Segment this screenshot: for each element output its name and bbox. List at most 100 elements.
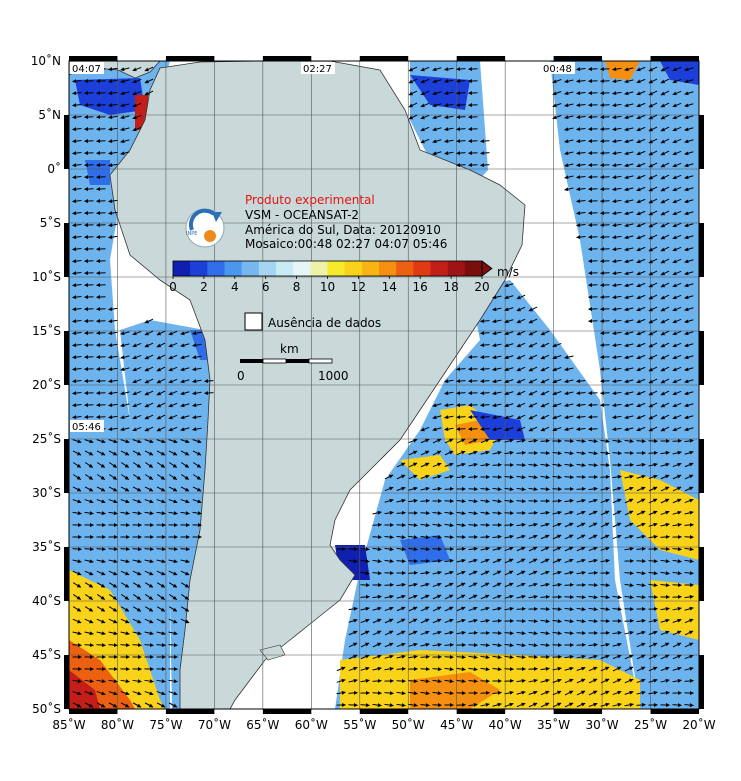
wind-arrow: [672, 114, 682, 120]
wind-arrow: [144, 66, 154, 72]
frame-tick: [262, 709, 312, 714]
wind-arrow: [648, 498, 658, 504]
wind-arrow: [684, 151, 694, 156]
wind-arrow: [468, 558, 478, 563]
wind-arrow: [132, 426, 142, 432]
frame-tick: [553, 56, 603, 61]
wind-arrow: [420, 78, 430, 84]
wind-arrow: [108, 367, 118, 372]
wind-arrow: [108, 511, 118, 516]
wind-arrow: [156, 450, 166, 456]
wind-arrow: [672, 438, 682, 443]
wind-arrow: [84, 223, 94, 228]
wind-arrow: [456, 139, 466, 144]
wind-arrow: [84, 127, 94, 132]
wind-arrow: [648, 522, 658, 527]
wind-arrow: [660, 234, 670, 240]
wind-arrow: [132, 414, 142, 420]
wind-arrow: [672, 378, 682, 384]
wind-arrow: [108, 499, 118, 504]
wind-arrow: [132, 511, 142, 516]
wind-arrow: [108, 163, 118, 168]
wind-arrow: [684, 235, 694, 240]
wind-arrow: [72, 559, 82, 564]
wind-arrow: [540, 438, 550, 443]
wind-arrow: [576, 558, 586, 563]
wind-arrow: [552, 475, 562, 480]
wind-arrow: [408, 547, 418, 552]
wind-arrow: [648, 402, 658, 408]
wind-arrow: [564, 103, 574, 108]
wind-arrow: [144, 474, 154, 480]
wind-arrow: [612, 247, 622, 252]
wind-arrow: [600, 235, 610, 240]
wind-arrow: [684, 163, 694, 168]
colorbar-tick-label: 10: [320, 280, 335, 294]
wind-arrow: [456, 103, 466, 108]
wind-arrow: [684, 343, 694, 348]
wind-arrow: [516, 487, 526, 492]
wind-arrow: [132, 570, 142, 576]
scale-start: 0: [237, 369, 245, 383]
wind-arrow: [624, 187, 634, 192]
wind-arrow: [480, 391, 490, 396]
wind-arrow: [144, 547, 154, 552]
wind-arrow: [444, 438, 454, 444]
wind-arrow: [660, 102, 670, 108]
wind-arrow: [84, 474, 94, 480]
wind-arrow: [600, 187, 610, 192]
wind-arrow: [84, 559, 94, 564]
wind-arrow: [420, 114, 430, 120]
wind-arrow: [84, 175, 94, 180]
wind-arrow: [144, 354, 154, 360]
wind-arrow: [636, 522, 646, 528]
wind-arrow: [432, 115, 442, 120]
wind-arrow: [180, 379, 190, 384]
wind-arrow: [564, 379, 574, 384]
wind-arrow: [180, 343, 190, 348]
colorbar-swatch: [361, 261, 380, 276]
wind-arrow: [540, 558, 550, 564]
wind-arrow: [420, 450, 430, 456]
wind-arrow: [636, 126, 646, 132]
wind-arrow: [624, 283, 634, 288]
wind-arrow: [432, 91, 442, 96]
lon-label: 80˚W: [101, 717, 134, 732]
wind-arrow: [156, 426, 166, 432]
wind-arrow: [432, 558, 442, 563]
wind-arrow: [624, 355, 634, 360]
wind-arrow: [648, 126, 658, 132]
wind-arrow: [192, 355, 202, 360]
wind-arrow: [660, 282, 670, 288]
wind-arrow: [624, 199, 634, 204]
wind-arrow: [384, 535, 394, 540]
wind-arrow: [456, 415, 466, 420]
wind-arrow: [624, 247, 634, 252]
wind-arrow: [528, 438, 538, 443]
wind-arrow: [684, 79, 694, 84]
wind-arrow: [636, 102, 646, 108]
wind-arrow: [144, 342, 154, 348]
wind-arrow: [504, 522, 514, 527]
wind-arrow: [72, 450, 82, 456]
wind-arrow: [504, 450, 514, 455]
wind-arrow: [600, 247, 610, 252]
wind-arrow: [528, 487, 538, 492]
wind-arrow: [180, 462, 190, 468]
wind-arrow: [684, 223, 694, 228]
wind-arrow: [96, 187, 106, 192]
wind-arrow: [516, 366, 526, 372]
wind-arrow: [168, 570, 178, 576]
wind-arrow: [600, 451, 610, 456]
wind-arrow: [108, 355, 118, 360]
wind-arrow: [180, 439, 190, 444]
wind-arrow: [408, 523, 418, 528]
wind-arrow: [432, 462, 442, 468]
wind-arrow: [384, 474, 394, 480]
wind-arrow: [636, 174, 646, 180]
wind-arrow: [504, 667, 514, 672]
wind-arrow: [672, 270, 682, 276]
wind-arrow: [72, 331, 82, 336]
lat-label: 40˚S: [32, 593, 61, 608]
wind-arrow: [420, 498, 430, 503]
